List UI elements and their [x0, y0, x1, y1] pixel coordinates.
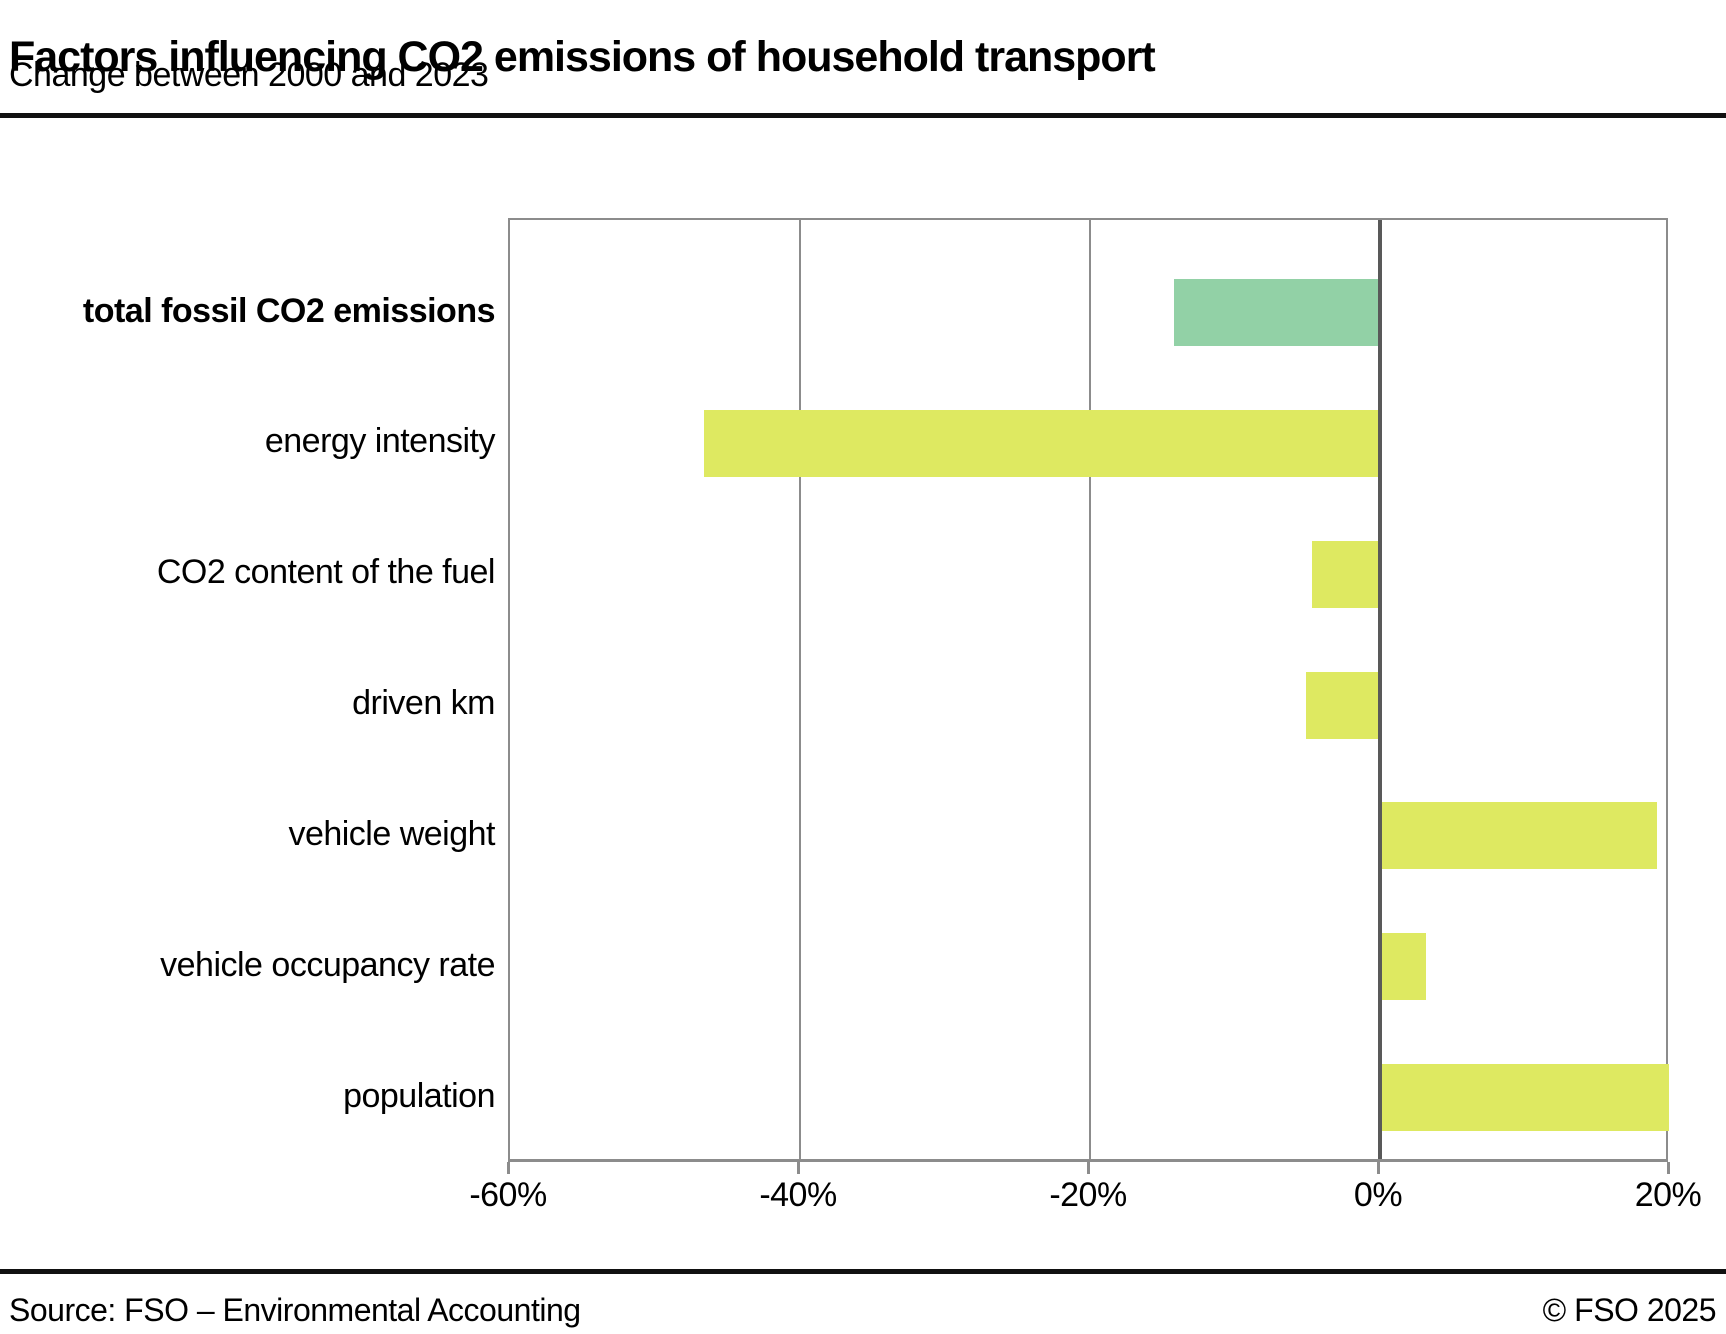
x-axis-tick-label: 0% — [1353, 1176, 1403, 1214]
zero-line — [1378, 220, 1382, 1159]
copyright-note: © FSO 2025 — [1542, 1292, 1717, 1328]
plot-area — [508, 218, 1669, 1162]
bar-co2-content-of-the-fuel — [1311, 540, 1381, 608]
category-label: total fossil CO2 emissions — [82, 291, 496, 330]
bar-vehicle-weight — [1380, 802, 1657, 870]
category-label: energy intensity — [264, 422, 496, 461]
bar-driven-km — [1306, 671, 1380, 739]
bar-energy-intensity — [704, 409, 1380, 477]
category-label: vehicle weight — [288, 814, 495, 853]
gridline — [799, 220, 801, 1159]
bar-population — [1380, 1064, 1669, 1131]
x-axis-tick-label: -40% — [759, 1176, 837, 1214]
x-axis-tick — [1086, 1162, 1090, 1174]
header-divider-line — [0, 113, 1726, 118]
x-axis-tick — [506, 1162, 510, 1174]
bar-vehicle-occupancy-rate — [1380, 933, 1427, 1001]
x-axis-tick — [1666, 1162, 1670, 1174]
category-label: population — [343, 1076, 495, 1115]
category-label: vehicle occupancy rate — [160, 945, 495, 984]
x-axis-tick-label: -20% — [1049, 1176, 1127, 1214]
gridline — [1089, 220, 1091, 1159]
category-label: driven km — [352, 684, 495, 722]
page-subtitle: Change between 2000 and 2023 — [9, 56, 489, 94]
x-axis-tick — [796, 1162, 800, 1174]
x-axis-tick — [1376, 1162, 1380, 1174]
footer-divider-line — [0, 1269, 1726, 1274]
source-note: Source: FSO – Environmental Accounting — [9, 1292, 581, 1328]
x-axis-tick-label: 20% — [1634, 1176, 1702, 1214]
x-axis-tick-label: -60% — [469, 1176, 547, 1214]
category-label: CO2 content of the fuel — [156, 553, 496, 592]
page-title: Factors influencing CO2 emissions of hou… — [9, 32, 1156, 81]
bar-total-fossil-co2-emissions — [1174, 279, 1380, 346]
